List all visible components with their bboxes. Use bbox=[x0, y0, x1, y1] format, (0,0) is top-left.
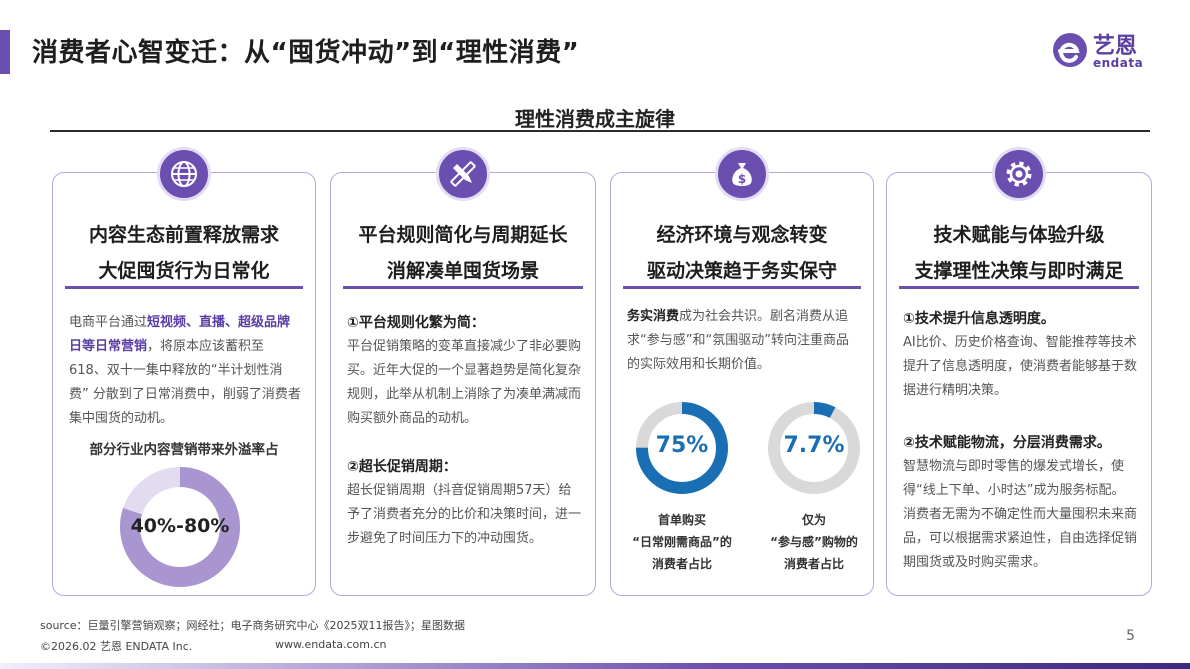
section-subheading: ②超长促销周期： bbox=[347, 459, 457, 475]
bottom-gradient-band bbox=[0, 663, 1190, 669]
donut-chart-title: 部分行业内容营销带来外溢率占 bbox=[89, 442, 279, 458]
card-divider bbox=[899, 286, 1139, 289]
footer-source: source：巨量引擎营销观察；网经社；电子商务研究中心《2025双11报告》；… bbox=[40, 619, 466, 632]
endata-logo-icon bbox=[1053, 33, 1087, 67]
card-divider bbox=[623, 286, 861, 289]
donut-caption-line: 消费者占比 bbox=[651, 557, 712, 571]
card-heading-line2: 驱动决策趋于务实保守 bbox=[646, 260, 837, 282]
card-body-text: 务实消费成为社会共识。剧名消费从追求“参与感”和“氛围驱动”转向注重商品的实际效… bbox=[627, 305, 859, 377]
card-technology: 技术赋能与体验升级 支撑理性决策与即时满足 ①技术提升信息透明度。 AI比价、历… bbox=[886, 147, 1152, 596]
logo-english-text: endata bbox=[1093, 56, 1144, 70]
card-heading: 内容生态前置释放需求 大促囤货行为日常化 bbox=[53, 217, 315, 289]
donut-caption-line: 仅为 bbox=[801, 513, 826, 527]
section-subtitle: 理性消费成主旋律 bbox=[515, 107, 675, 131]
donut-caption: 仅为 “参与感”购物的 消费者占比 bbox=[747, 509, 881, 575]
card-heading-line1: 平台规则简化与周期延长 bbox=[358, 224, 568, 246]
donut-value: 40%-80% bbox=[130, 515, 230, 537]
card-body-text: 电商平台通过短视频、直播、超级品牌日等日常营销，将原本应该蓄积至618、双十一集… bbox=[69, 311, 301, 431]
card-body-section-2: ②技术赋能物流，分层消费需求。 智慧物流与即时零售的爆发式增长，使得“线上下单、… bbox=[903, 431, 1137, 575]
donut-value: 7.7% bbox=[783, 433, 845, 458]
section-text: AI比价、历史价格查询、智能推荐等技术提升了信息透明度，使消费者能够基于数据进行… bbox=[903, 335, 1138, 398]
section-text: 平台促销策略的变革直接减少了非必要购买。近年大促的一个显著趋势是简化复杂规则，此… bbox=[347, 339, 582, 426]
card-content-ecosystem: 内容生态前置释放需求 大促囤货行为日常化 电商平台通过短视频、直播、超级品牌日等… bbox=[52, 147, 316, 596]
donut-caption-line: “参与感”购物的 bbox=[770, 535, 858, 549]
card-body-section-1: ①平台规则化繁为简： 平台促销策略的变革直接减少了非必要购买。近年大促的一个显著… bbox=[347, 311, 581, 431]
card-heading: 平台规则简化与周期延长 消解凑单囤货场景 bbox=[331, 217, 595, 289]
highlight-text: 务实消费 bbox=[627, 309, 680, 324]
footer-copyright: ©2026.02 艺恩 ENDATA Inc. bbox=[40, 640, 193, 653]
card-heading-line2: 消解凑单囤货场景 bbox=[386, 260, 539, 282]
highlight-text: 短视频、直播、超级品牌日等日常营销 bbox=[69, 315, 291, 354]
card-heading-line2: 支撑理性决策与即时满足 bbox=[914, 260, 1124, 282]
card-heading: 经济环境与观念转变 驱动决策趋于务实保守 bbox=[611, 217, 873, 289]
donut-chart-daily-needs bbox=[636, 402, 728, 494]
donut-chart-spillover bbox=[120, 467, 240, 587]
page-title: 消费者心智变迁：从“囤货冲动”到“理性消费” bbox=[32, 38, 580, 68]
body-text-rest: 成为社会共识。剧名消费从追求“参与感”和“氛围驱动”转向注重商品的实际效用和长期… bbox=[627, 309, 849, 372]
donut-caption-line: “日常刚需商品”的 bbox=[632, 535, 732, 549]
donut-caption: 首单购买 “日常刚需商品”的 消费者占比 bbox=[615, 509, 749, 575]
donut-chart-participation bbox=[768, 402, 860, 494]
gear-icon bbox=[992, 147, 1046, 201]
card-economic-environment: $ 经济环境与观念转变 驱动决策趋于务实保守 务实消费成为社会共识。剧名消费从追… bbox=[610, 147, 874, 596]
page-number: 5 bbox=[1126, 628, 1135, 644]
card-platform-rules: 平台规则简化与周期延长 消解凑单囤货场景 ①平台规则化繁为简： 平台促销策略的变… bbox=[330, 147, 596, 596]
section-subheading: ②技术赋能物流，分层消费需求。 bbox=[903, 435, 1111, 451]
logo-chinese-text: 艺恩 bbox=[1093, 34, 1138, 59]
footer-website-link[interactable]: www.endata.com.cn bbox=[275, 638, 387, 651]
donut-caption-line: 首单购买 bbox=[657, 513, 706, 527]
svg-text:$: $ bbox=[738, 172, 746, 186]
money-bag-icon: $ bbox=[715, 147, 769, 201]
endata-logo: 艺恩 endata bbox=[1050, 26, 1160, 74]
card-divider bbox=[65, 286, 303, 289]
body-text-lead: 电商平台通过 bbox=[69, 315, 148, 330]
section-text: 智慧物流与即时零售的爆发式增长，使得“线上下单、小时达”成为服务标配。消费者无需… bbox=[903, 459, 1138, 570]
section-text: 超长促销周期（抖音促销周期57天）给予了消费者充分的比价和决策时间，进一步避免了… bbox=[347, 483, 582, 546]
body-text-rest: ，将原本应该蓄积至618、双十一集中释放的“半计划性消费” 分散到了日常消费中，… bbox=[69, 339, 301, 426]
card-heading-line2: 大促囤货行为日常化 bbox=[98, 260, 270, 282]
pencil-ruler-icon bbox=[436, 147, 490, 201]
card-heading-line1: 经济环境与观念转变 bbox=[656, 224, 828, 246]
donut-arc bbox=[636, 402, 728, 494]
card-body-section-2: ②超长促销周期： 超长促销周期（抖音促销周期57天）给予了消费者充分的比价和决策… bbox=[347, 455, 581, 551]
card-divider bbox=[343, 286, 583, 289]
globe-icon bbox=[157, 147, 211, 201]
title-accent-bar bbox=[0, 30, 10, 74]
subtitle-divider bbox=[50, 130, 1150, 132]
donut-value: 75% bbox=[655, 433, 709, 458]
card-heading-line1: 技术赋能与体验升级 bbox=[933, 224, 1105, 246]
card-heading-line1: 内容生态前置释放需求 bbox=[88, 224, 279, 246]
donut-arc bbox=[120, 467, 240, 587]
section-subheading: ①平台规则化繁为简： bbox=[347, 315, 485, 331]
card-body-section-1: ①技术提升信息透明度。 AI比价、历史价格查询、智能推荐等技术提升了信息透明度，… bbox=[903, 307, 1137, 403]
donut-arc bbox=[768, 402, 860, 494]
donut-caption-line: 消费者占比 bbox=[783, 557, 844, 571]
section-subheading: ①技术提升信息透明度。 bbox=[903, 311, 1055, 327]
card-heading: 技术赋能与体验升级 支撑理性决策与即时满足 bbox=[887, 217, 1151, 289]
